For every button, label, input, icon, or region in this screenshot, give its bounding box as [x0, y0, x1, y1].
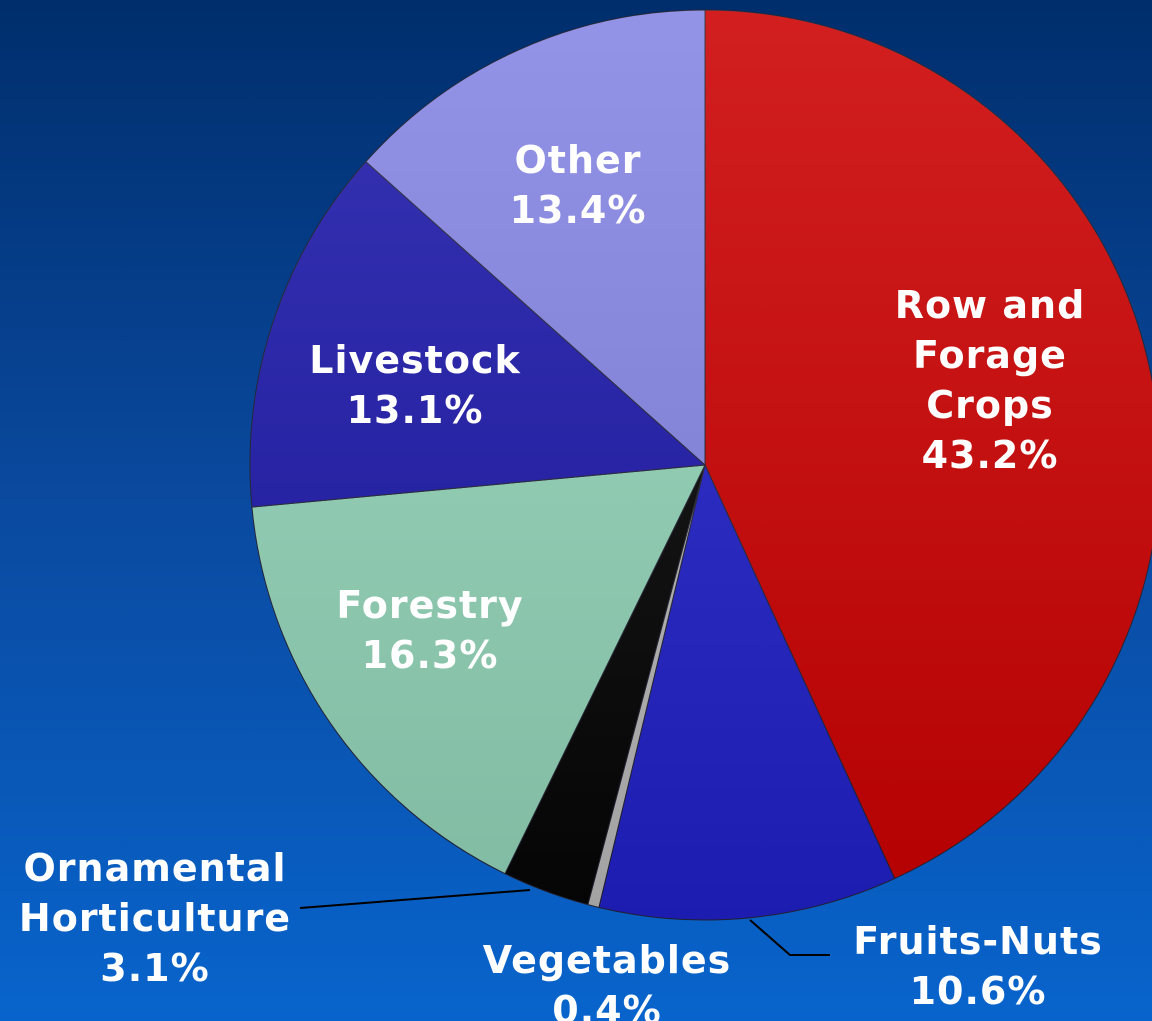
value-label: 3.1% [100, 946, 210, 990]
slice-label: Ornamental Horticulture 3.1% [5, 843, 305, 993]
category-label: Forestry [336, 583, 524, 627]
slice-label: Vegetables 0.4% [457, 935, 757, 1021]
slice-label: Livestock 13.1% [285, 335, 545, 435]
category-label: Ornamental Horticulture [18, 846, 292, 940]
leader-line [299, 889, 531, 909]
value-label: 10.6% [909, 969, 1047, 1013]
category-label: Row and Forage Crops [894, 283, 1086, 427]
category-label: Fruits-Nuts [853, 919, 1103, 963]
value-label: 16.3% [361, 633, 499, 677]
slice-label: Row and Forage Crops 43.2% [880, 280, 1100, 480]
value-label: 13.1% [346, 388, 484, 432]
category-label: Other [514, 138, 642, 182]
category-label: Vegetables [482, 938, 732, 982]
value-label: 43.2% [921, 433, 1059, 477]
value-label: 0.4% [552, 988, 662, 1021]
category-label: Livestock [309, 338, 521, 382]
slice-label: Fruits-Nuts 10.6% [828, 916, 1128, 1016]
leader-line [749, 919, 830, 956]
slice-label: Forestry 16.3% [300, 580, 560, 680]
value-label: 13.4% [509, 188, 647, 232]
slice-label: Other 13.4% [448, 135, 708, 235]
